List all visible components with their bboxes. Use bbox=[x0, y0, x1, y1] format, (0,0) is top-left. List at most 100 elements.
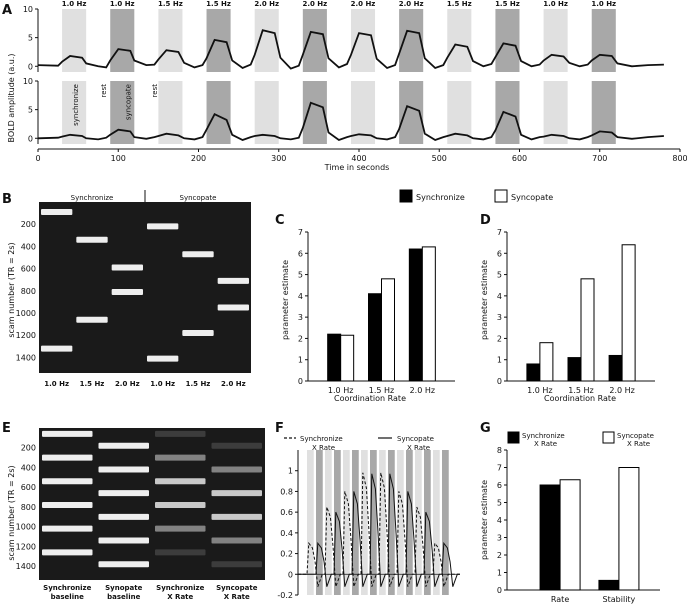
panel-g-legend: Synchronize X Rate Syncopate X Rate bbox=[507, 431, 654, 448]
panel-f-block-9 bbox=[388, 450, 395, 595]
panel-d-bar-0-0 bbox=[526, 363, 541, 382]
panel-g-bar-0-0 bbox=[539, 484, 561, 591]
panel-b-y-tick-5: 1200 bbox=[16, 331, 36, 340]
panel-a-x-tick-label-6: 600 bbox=[512, 154, 527, 163]
panel-a-top-block-11 bbox=[591, 9, 616, 72]
panel-a-x-tick-label-7: 700 bbox=[592, 154, 607, 163]
panel-f-block-5 bbox=[352, 450, 359, 595]
panel-b-block-5-0 bbox=[217, 277, 249, 284]
panel-a-bottom-block-3 bbox=[206, 81, 231, 144]
panel-d-x-tick-1: 1.5 Hz bbox=[568, 386, 593, 395]
panel-a-top-block-2 bbox=[158, 9, 183, 72]
panel-f-y-tick-label-2: 0.2 bbox=[280, 550, 293, 559]
panel-f-block-14 bbox=[433, 450, 440, 595]
panel-d-y-tick-label-3: 3 bbox=[497, 313, 502, 322]
panel-e-ylabel: scam number (TR = 2s) bbox=[7, 465, 16, 560]
panel-a-bottom-block-10 bbox=[543, 81, 568, 144]
panel-c-y-tick-label-5: 5 bbox=[298, 271, 303, 280]
panel-f-block-15 bbox=[442, 450, 449, 595]
panel-d-ylabel: parameter estimate bbox=[480, 260, 489, 340]
panel-c-x-tick-2: 2.0 Hz bbox=[410, 386, 435, 395]
panel-a-x-tick-label-1: 100 bbox=[111, 154, 126, 163]
panel-b-ylabel: scam number (TR = 2s) bbox=[7, 242, 16, 337]
panel-d-y-tick-label-2: 2 bbox=[497, 334, 502, 343]
panel-b-group-synchronize: Synchronize bbox=[71, 194, 114, 202]
panel-e-block-1-7 bbox=[98, 513, 149, 520]
panel-f-legend: Synchronize X Rate Syncopate X Rate bbox=[284, 435, 434, 452]
panel-f-plot: -0.2 0 0.2 0.4 0.6 0.8 1 bbox=[277, 450, 460, 600]
panel-b-block-1-1 bbox=[76, 316, 108, 323]
panel-f-block-1 bbox=[316, 450, 323, 595]
panel-e: E scam number (TR = 2s) 200 400 600 800 1000… bbox=[2, 421, 265, 601]
panel-label-e: E bbox=[2, 421, 11, 436]
panel-e-y-tick-6: 1400 bbox=[16, 562, 36, 571]
panel-f-sync-trace bbox=[298, 472, 460, 587]
panel-b-col-label-2: 2.0 Hz bbox=[115, 380, 140, 388]
panel-e-y-tick-0: 200 bbox=[21, 444, 36, 453]
panel-g-legend-synco-line2: X Rate bbox=[627, 440, 650, 448]
panel-e-block-1-11 bbox=[98, 561, 149, 568]
panel-c-y-tick-label-0: 0 bbox=[298, 377, 303, 386]
panel-g-bar-1-1 bbox=[618, 467, 640, 591]
panel-d-xlabel: Coordination Rate bbox=[544, 394, 616, 403]
panel-e-y-tick-1: 400 bbox=[21, 463, 36, 472]
panel-b-block-2-0 bbox=[111, 264, 143, 271]
panel-d: D parameter estimate 0 1 2 3 4 5 6 7 1.0 Hz 1.5 H… bbox=[480, 213, 655, 403]
panel-g-legend-synco-line1: Syncopate bbox=[617, 432, 654, 440]
panel-b-block-3-0 bbox=[147, 223, 179, 230]
panel-f-legend-synco-line2: X Rate bbox=[407, 444, 430, 452]
panel-a-rate-label-11: 1.0 Hz bbox=[591, 0, 616, 8]
panel-a-xlabel: Time in seconds bbox=[324, 163, 390, 172]
panel-a-x-tick-label-3: 300 bbox=[271, 154, 286, 163]
panel-c-y-tick-label-2: 2 bbox=[298, 334, 303, 343]
panel-a-rate-label-9: 1.5 Hz bbox=[495, 0, 520, 8]
panel-b-block-4-1 bbox=[182, 330, 214, 337]
panel-b-y-tick-3: 800 bbox=[21, 287, 36, 296]
panel-label-g: G bbox=[480, 421, 491, 436]
panel-f-y-tick-label-0: -0.2 bbox=[277, 591, 293, 600]
legend-syncopate-label: Syncopate bbox=[511, 193, 553, 202]
panel-f-block-11 bbox=[406, 450, 413, 595]
panel-f-block-10 bbox=[397, 450, 404, 595]
panel-b-col-label-0: 1.0 Hz bbox=[44, 380, 69, 388]
panel-d-y-tick-label-0: 0 bbox=[497, 377, 502, 386]
panel-b-plot: 200 400 600 800 1000 1200 1400 1.0 Hz 1.5 Hz 2.0 … bbox=[16, 202, 251, 388]
panel-c-x-tick-0: 1.0 Hz bbox=[328, 386, 353, 395]
panel-f-block-12 bbox=[415, 450, 422, 595]
panel-f-synco-trace bbox=[298, 473, 460, 587]
panel-f-y-tick-label-6: 1 bbox=[288, 467, 293, 476]
panel-g-x-tick-0: Rate bbox=[551, 595, 569, 604]
panel-e-block-3-11 bbox=[211, 561, 262, 568]
panel-b-block-3-1 bbox=[147, 355, 179, 362]
panel-f: F Synchronize X Rate Syncopate X Rate -0… bbox=[275, 421, 460, 600]
panel-e-y-tick-4: 1000 bbox=[16, 523, 36, 532]
panel-c-bar-1-2 bbox=[421, 246, 436, 382]
panel-c-bar-0-0 bbox=[327, 333, 342, 382]
panel-d-y-tick-label-6: 6 bbox=[497, 249, 502, 258]
panel-a-top-block-5 bbox=[302, 9, 327, 72]
panel-e-col-label-1-a: Synopate bbox=[105, 584, 142, 592]
panel-e-y-tick-2: 600 bbox=[21, 483, 36, 492]
panel-b-y-tick-2: 600 bbox=[21, 265, 36, 274]
panel-c-bar-0-2 bbox=[408, 248, 423, 382]
panel-g-legend-sync-line1: Synchronize bbox=[522, 432, 565, 440]
panel-c-bar-1-0 bbox=[340, 334, 355, 382]
panel-e-block-3-5 bbox=[211, 490, 262, 497]
panel-a-rate-label-1: 1.0 Hz bbox=[110, 0, 135, 8]
panel-a-x-tick-label-2: 200 bbox=[191, 154, 206, 163]
panel-a-top-block-10 bbox=[543, 9, 568, 72]
panel-a-annotation-2: syncopate bbox=[124, 84, 132, 120]
panel-a-top-block-1 bbox=[110, 9, 135, 72]
panel-a-x-tick-label-4: 400 bbox=[351, 154, 366, 163]
panel-c-y-tick-label-3: 3 bbox=[298, 313, 303, 322]
panel-e-y-tick-3: 800 bbox=[21, 503, 36, 512]
panel-g-y-tick-label-1: 1 bbox=[497, 569, 502, 578]
panel-c-y-tick-label-4: 4 bbox=[298, 292, 303, 301]
panel-a-top-y-tick-label-0: 0 bbox=[28, 62, 33, 71]
panel-d-y-tick-label-7: 7 bbox=[497, 228, 502, 237]
panel-e-block-3-1 bbox=[211, 442, 262, 449]
panel-a-annotation-1: rest bbox=[100, 84, 108, 98]
panel-e-col-label-1-b: baseline bbox=[107, 593, 140, 601]
panel-c-plot: 0 1 2 3 4 5 6 7 1.0 Hz 1.5 Hz 2.0 Hz bbox=[298, 228, 455, 395]
panel-e-block-1-3 bbox=[98, 466, 149, 473]
